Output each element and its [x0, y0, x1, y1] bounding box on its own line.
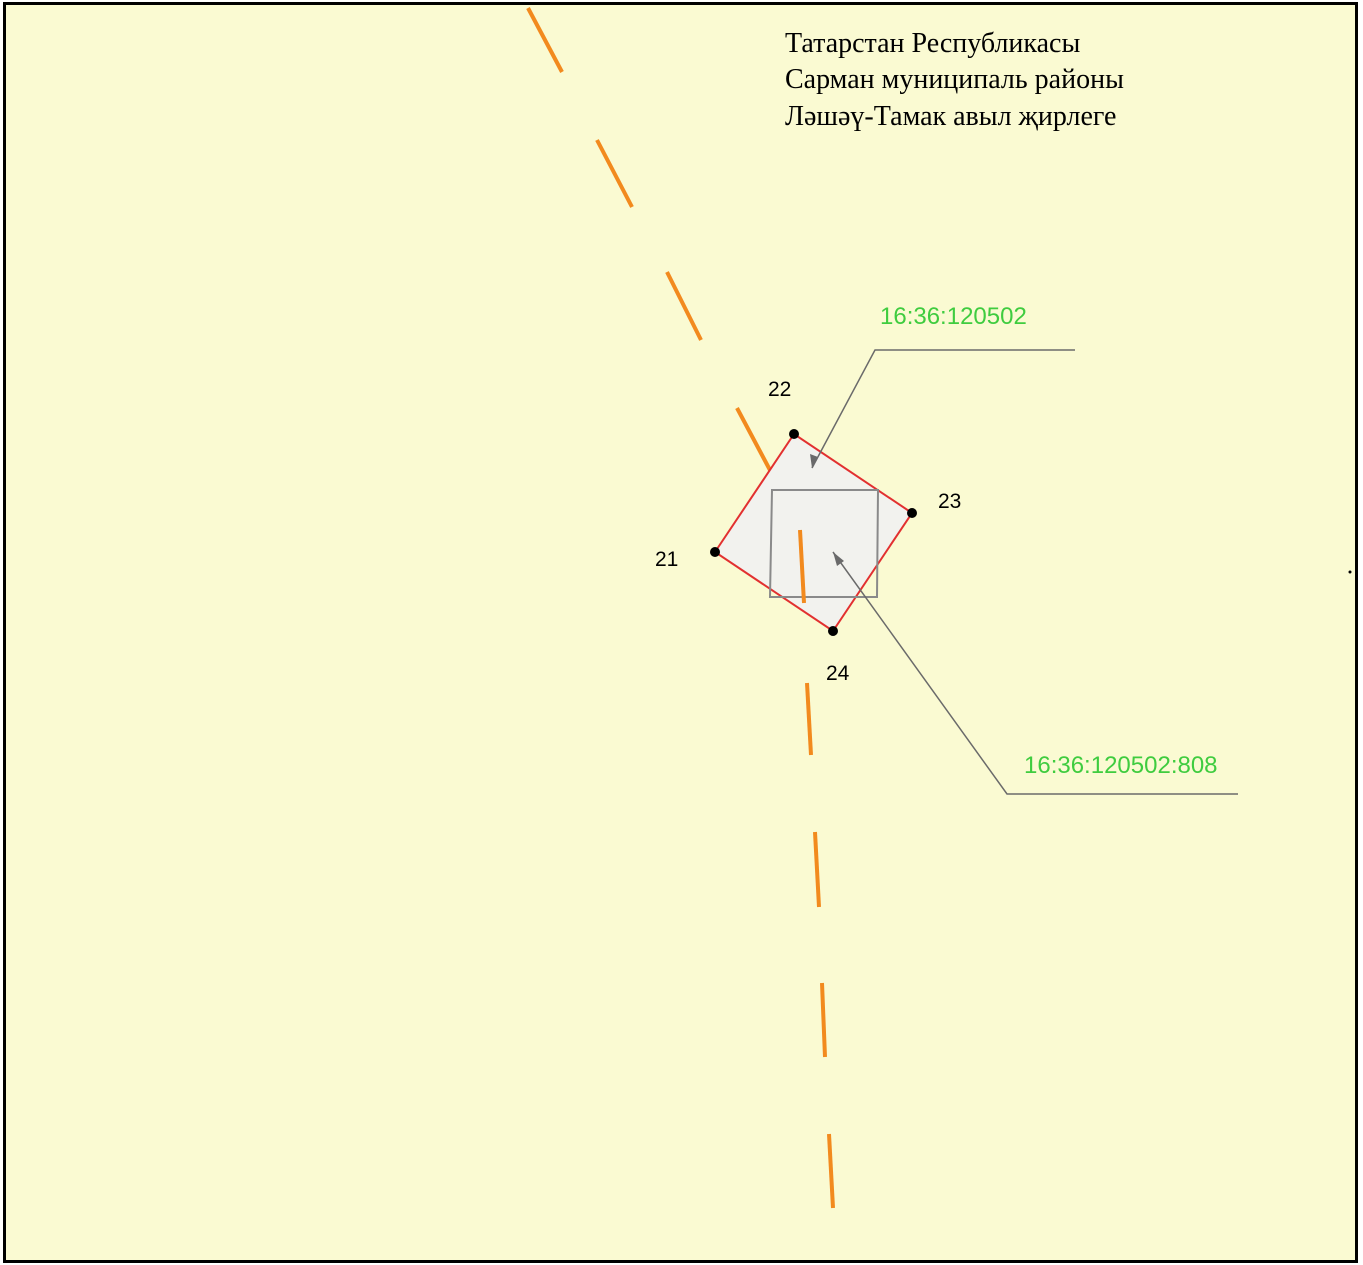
leader-lines	[810, 349, 1238, 795]
point-label: 23	[938, 490, 961, 513]
title-line: Татарстан Республикасы	[785, 28, 1080, 59]
boundary-line	[798, 529, 835, 1209]
point-label: 21	[655, 548, 678, 571]
point-label: 24	[826, 662, 850, 685]
vertex-dots	[710, 429, 1352, 636]
quarter-label: 16:36:120502	[880, 303, 1027, 330]
parcel-label: 16:36:120502:808	[1024, 752, 1218, 779]
title-line: Сарман муниципаль районы	[785, 64, 1124, 95]
map-frame	[3, 2, 1358, 1263]
boundary-line	[526, 7, 773, 473]
point-label: 22	[768, 378, 791, 401]
building-outline	[768, 489, 880, 598]
title-line: Ләшәү-Тамак авыл җирлеге	[785, 101, 1116, 132]
